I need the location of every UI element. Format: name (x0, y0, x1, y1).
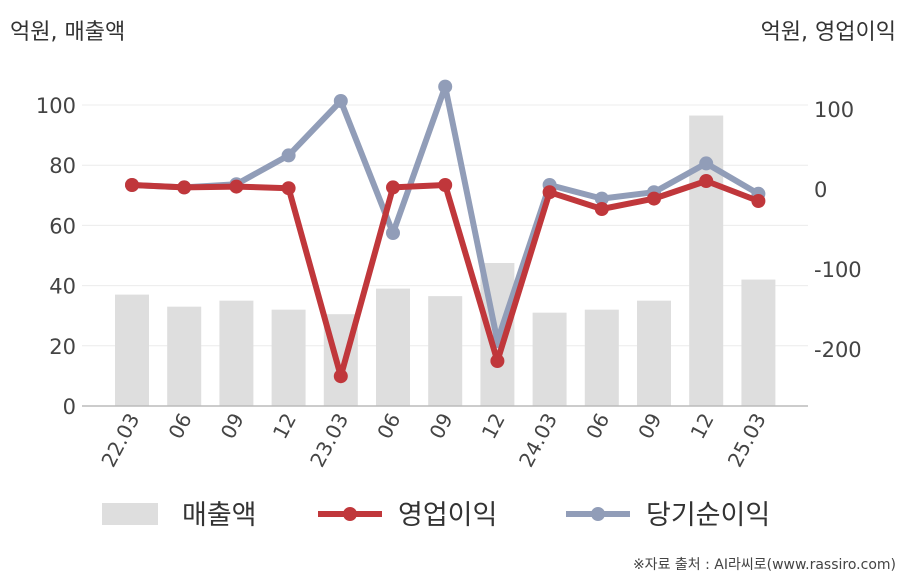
bar-revenue (637, 300, 671, 406)
legend: 매출액 영업이익 당기순이익 (102, 500, 770, 531)
left-tick-label: 60 (49, 214, 76, 238)
point-operating-profit (125, 178, 139, 192)
point-net-income (281, 148, 296, 163)
right-tick-label: 100 (814, 98, 854, 122)
point-operating-profit (594, 202, 609, 216)
x-tick-label: 09 (424, 409, 457, 443)
point-operating-profit (751, 194, 766, 208)
x-tick-label: 06 (372, 409, 405, 443)
line-series (125, 79, 766, 384)
legend-marker-operating-profit (343, 507, 357, 521)
bar-revenue (219, 300, 254, 406)
legend-label-net-income: 당기순이익 (646, 500, 770, 531)
x-tick-label: 25.03 (723, 409, 771, 471)
left-tick-label: 0 (63, 395, 76, 419)
x-axis-ticks: 22.03 06 09 12 23.03 06 09 12 24.03 06 09 12 25.03 (96, 409, 770, 471)
point-operating-profit (333, 369, 348, 384)
point-operating-profit (386, 180, 400, 195)
point-operating-profit (281, 181, 296, 196)
bar-revenue (584, 309, 619, 406)
point-net-income (333, 94, 348, 108)
legend-label-revenue: 매출액 (182, 500, 257, 531)
x-tick-label: 06 (581, 409, 614, 443)
bar-revenue (741, 279, 776, 406)
bar-series-revenue (115, 115, 776, 406)
point-operating-profit (647, 191, 661, 206)
point-operating-profit (438, 178, 453, 192)
bar-revenue (271, 309, 306, 406)
left-tick-label: 40 (49, 275, 76, 299)
legend-label-operating-profit: 영업이익 (398, 500, 497, 531)
left-tick-label: 80 (49, 154, 76, 178)
right-tick-label: -200 (814, 338, 862, 362)
point-net-income (699, 156, 714, 171)
legend-marker-net-income (591, 507, 605, 521)
point-net-income (386, 226, 400, 240)
bar-revenue (167, 306, 202, 406)
x-tick-label: 12 (268, 409, 301, 443)
x-tick-label: 09 (216, 409, 249, 443)
x-tick-label: 06 (163, 409, 196, 443)
x-tick-label: 12 (685, 409, 718, 443)
left-axis-ticks: 0 20 40 60 80 100 (36, 94, 76, 419)
x-tick-label: 24.03 (514, 409, 562, 471)
point-operating-profit (229, 179, 244, 194)
right-tick-label: 0 (814, 178, 827, 202)
legend-swatch-revenue (102, 503, 158, 525)
bar-revenue (532, 312, 567, 406)
right-axis-ticks: -200 -100 0 100 (814, 98, 862, 362)
point-net-income (594, 191, 609, 206)
left-tick-label: 100 (36, 94, 76, 118)
point-operating-profit (699, 174, 714, 188)
point-operating-profit (542, 185, 557, 200)
left-tick-label: 20 (49, 335, 76, 359)
x-tick-label: 22.03 (96, 409, 144, 471)
point-operating-profit (490, 354, 505, 368)
bar-revenue (115, 294, 149, 406)
x-tick-label: 12 (477, 409, 510, 443)
point-operating-profit (177, 180, 192, 195)
x-tick-label: 23.03 (305, 409, 353, 471)
x-tick-label: 09 (633, 409, 666, 443)
right-tick-label: -100 (814, 258, 862, 282)
source-note: ※자료 출처 : AI라씨로(www.rassiro.com) (632, 557, 896, 573)
bar-revenue (376, 288, 410, 406)
point-net-income (438, 79, 453, 94)
left-axis-unit: 억원, 매출액 (10, 20, 126, 45)
right-axis-unit: 억원, 영업이익 (760, 20, 896, 45)
bar-revenue (428, 296, 463, 406)
